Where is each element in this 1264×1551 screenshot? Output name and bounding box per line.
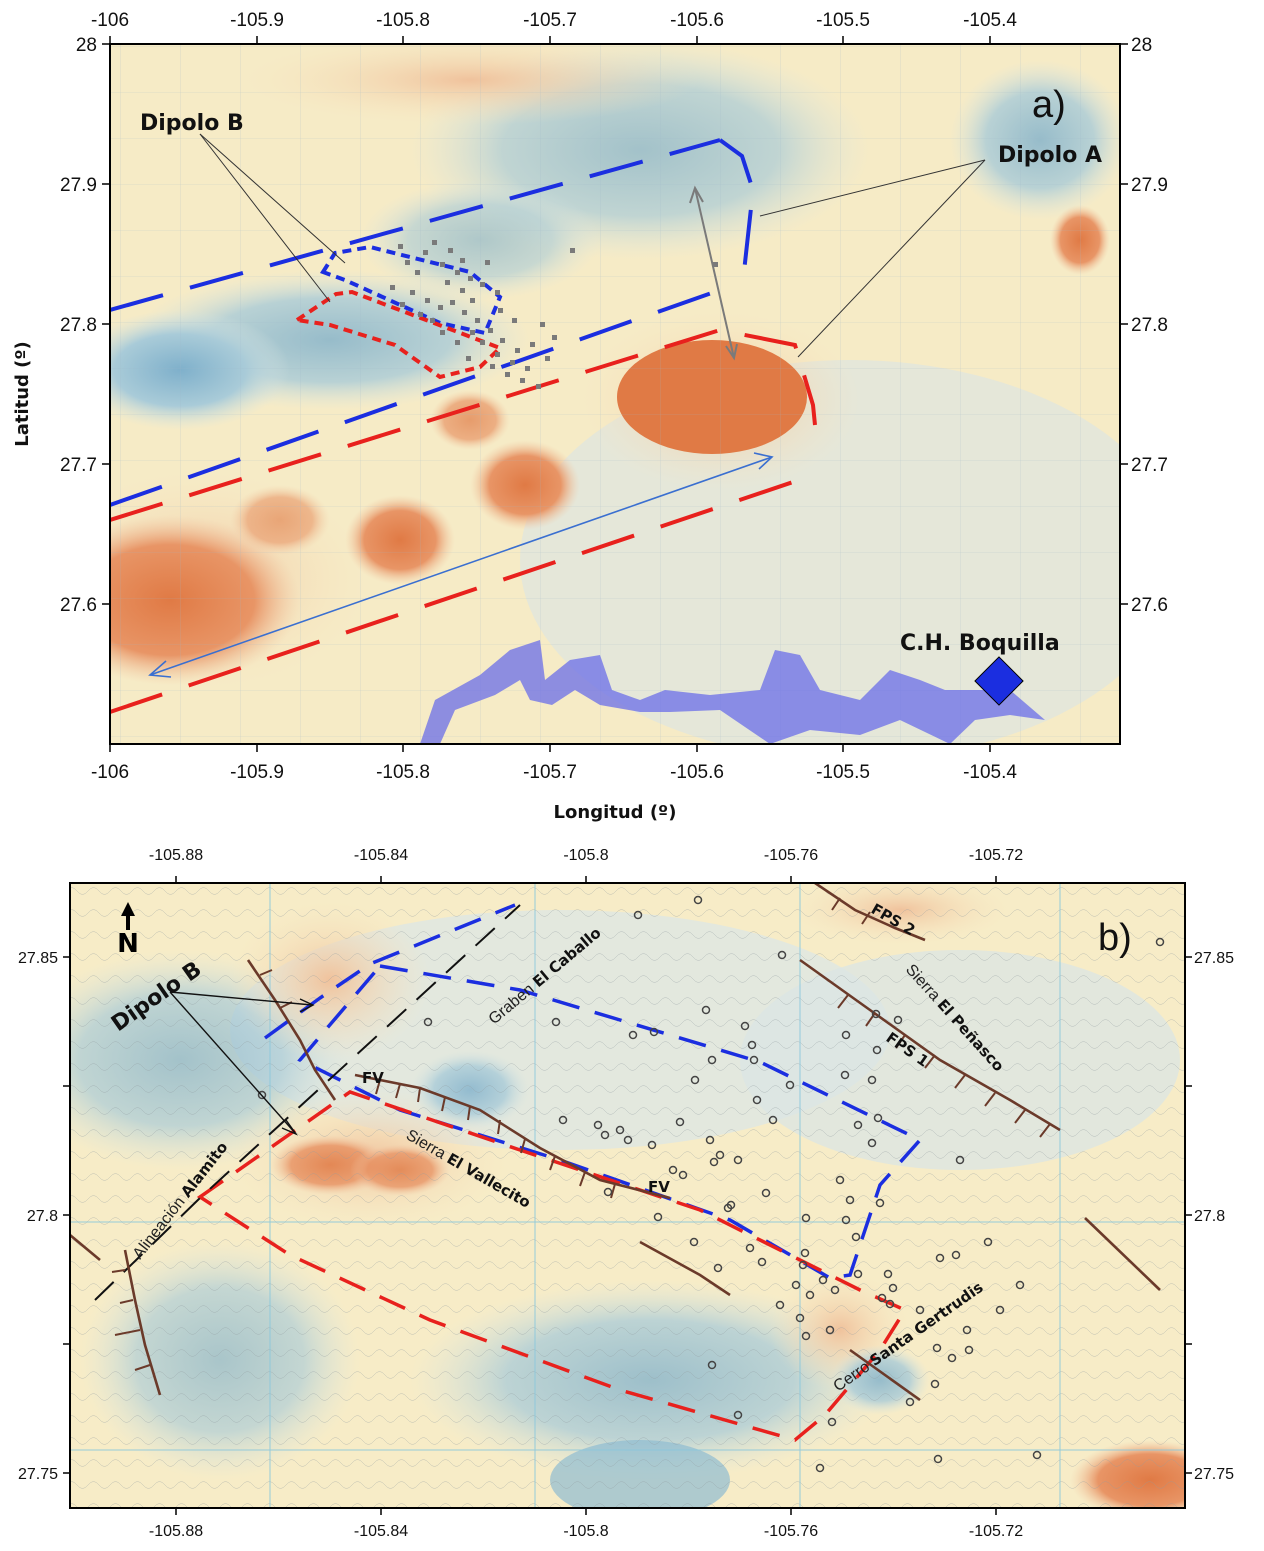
b-panel-label: b): [1098, 917, 1132, 959]
north-letter: N: [117, 929, 139, 959]
a-y-axis-label: Latitud (º): [12, 341, 33, 447]
a-left-tick-1: 27.9: [60, 175, 97, 196]
a-top-tick-6: -105.4: [963, 10, 1017, 31]
b-left-tick-0: 27.85: [18, 950, 58, 967]
a-bottom-tick-5: -105.5: [816, 762, 870, 783]
a-bottom-tick-1: -105.9: [230, 762, 284, 783]
panel-b-map: [70, 883, 1185, 1508]
a-left-tick-0: 28: [76, 35, 97, 56]
a-top-tick-2: -105.8: [376, 10, 430, 31]
seismic-points-b: [257, 895, 1165, 1473]
a-left-tick-2: 27.8: [60, 315, 97, 336]
a-left-tick-3: 27.7: [60, 455, 97, 476]
b-right-tick-1: 27.8: [1194, 1208, 1225, 1225]
a-right-tick-4: 27.6: [1131, 595, 1168, 616]
a-top-tick-1: -105.9: [230, 10, 284, 31]
a-right-tick-1: 27.9: [1131, 175, 1168, 196]
b-bottom-tick-0: -105.88: [149, 1523, 203, 1540]
a-dipolo-b-label: Dipolo B: [140, 111, 244, 136]
b-left-tick-2: 27.75: [18, 1466, 58, 1483]
a-top-tick-4: -105.6: [670, 10, 724, 31]
a-top-tick-5: -105.5: [816, 10, 870, 31]
fv-label-2: FV: [648, 1178, 670, 1196]
a-panel-label: a): [1032, 84, 1066, 126]
b-bottom-tick-2: -105.8: [563, 1523, 608, 1540]
b-top-tick-4: -105.72: [969, 847, 1023, 864]
b-top-tick-3: -105.76: [764, 847, 818, 864]
b-bottom-tick-1: -105.84: [354, 1523, 408, 1540]
b-top-tick-1: -105.84: [354, 847, 408, 864]
a-right-tick-0: 28: [1131, 35, 1152, 56]
north-arrow-icon: N: [117, 902, 139, 959]
a-bottom-tick-2: -105.8: [376, 762, 430, 783]
b-bottom-tick-4: -105.72: [969, 1523, 1023, 1540]
b-left-tick-1: 27.8: [27, 1208, 58, 1225]
a-boquilla-label: C.H. Boquilla: [900, 631, 1060, 656]
a-dipolo-a-label: Dipolo A: [998, 143, 1102, 168]
a-left-tick-4: 27.6: [60, 595, 97, 616]
b-top-tick-2: -105.8: [563, 847, 608, 864]
panel-a-map: [110, 44, 1120, 744]
fv-label-1: FV: [362, 1069, 384, 1087]
a-bottom-tick-4: -105.6: [670, 762, 724, 783]
boquilla-marker: [974, 656, 1024, 706]
seismic-points-a: [390, 240, 718, 389]
a-top-tick-0: -106: [91, 10, 129, 31]
a-bottom-tick-6: -105.4: [963, 762, 1017, 783]
b-top-tick-0: -105.88: [149, 847, 203, 864]
a-bottom-tick-0: -106: [91, 762, 129, 783]
a-x-axis-label: Longitud (º): [554, 802, 677, 823]
a-bottom-tick-3: -105.7: [523, 762, 577, 783]
a-right-tick-2: 27.8: [1131, 315, 1168, 336]
a-top-tick-3: -105.7: [523, 10, 577, 31]
a-right-tick-3: 27.7: [1131, 455, 1168, 476]
b-right-tick-0: 27.85: [1194, 950, 1234, 967]
b-right-tick-2: 27.75: [1194, 1466, 1234, 1483]
b-bottom-tick-3: -105.76: [764, 1523, 818, 1540]
